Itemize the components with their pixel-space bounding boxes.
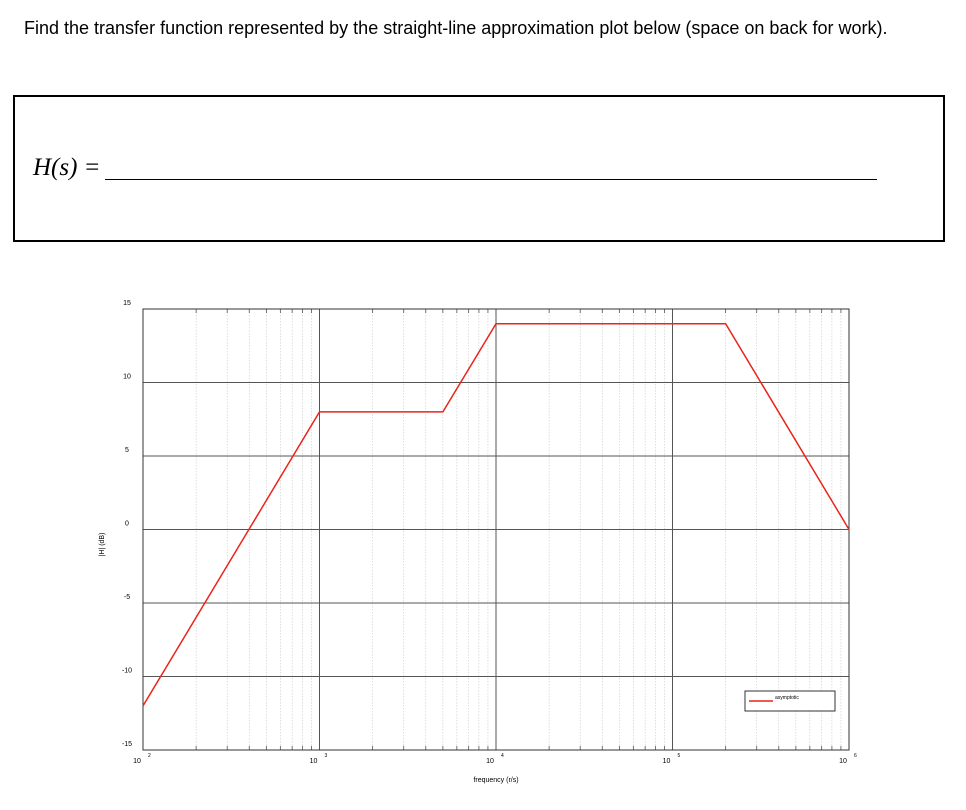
x-tick-exponent: 3	[325, 753, 328, 759]
series-layer	[142, 322, 850, 707]
y-tick-label: 0	[125, 521, 129, 528]
bode-magnitude-chart: 15 10 5 0 -5 -10 -15 10 2 10 3 10 4 10 5 10 6 asymptotic…	[99, 300, 857, 784]
y-tick-label: -5	[124, 594, 130, 601]
x-tick-exponent: 6	[854, 753, 857, 759]
y-tick-label: 15	[123, 300, 131, 307]
tick-labels: 15 10 5 0 -5 -10 -15 10 2 10 3 10 4 10 5 10 6	[122, 300, 857, 765]
answer-box: H(s) =	[13, 95, 945, 242]
y-tick-label: 5	[125, 447, 129, 454]
legend-entry: asymptotic	[775, 695, 799, 701]
y-tick-label: 10	[123, 374, 131, 381]
x-tick-label: 10	[839, 758, 847, 765]
x-tick-label: 10	[486, 758, 494, 765]
chart-grid	[142, 308, 850, 751]
legend: asymptotic	[744, 690, 836, 712]
y-tick-label: -10	[122, 668, 132, 675]
x-tick-label: 10	[310, 758, 318, 765]
y-tick-label: -15	[122, 741, 132, 748]
x-tick-exponent: 5	[678, 753, 681, 759]
answer-blank-line[interactable]	[105, 179, 877, 180]
answer-label: H(s) =	[33, 154, 101, 181]
x-tick-label: 10	[663, 758, 671, 765]
x-axis-label: frequency (r/s)	[473, 777, 518, 784]
question-text: Find the transfer function represented b…	[24, 18, 888, 38]
series-line-asymptotic	[142, 322, 850, 707]
x-tick-label: 10	[133, 758, 141, 765]
x-tick-exponent: 2	[148, 753, 151, 759]
y-axis-label: |H| (dB)	[99, 533, 106, 557]
legend-box	[744, 690, 836, 712]
x-tick-exponent: 4	[501, 753, 504, 759]
